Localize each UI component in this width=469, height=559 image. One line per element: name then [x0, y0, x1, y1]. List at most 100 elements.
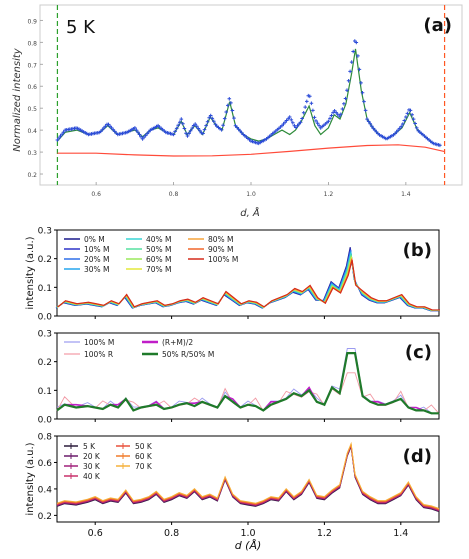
ytick-label: 0.2 — [27, 172, 37, 179]
panel-c: (c) 0.0 0.1 0.2 0.3 100% M 100% R (R+M)/2 50% … — [38, 330, 440, 426]
observed-point — [351, 49, 355, 54]
observed-point — [401, 122, 405, 126]
observed-point — [222, 116, 227, 121]
legend-label: 20% M — [84, 255, 110, 264]
ytick-label: 0.1 — [38, 284, 52, 294]
observed-point — [309, 101, 314, 106]
xtick-label: 1.4 — [393, 528, 408, 539]
observed-point — [207, 115, 211, 120]
legend-label: 5 K — [83, 442, 96, 451]
observed-point — [176, 123, 180, 128]
observed-point — [221, 123, 225, 127]
observed-point — [411, 117, 416, 121]
xtick-label: 0.8 — [169, 191, 179, 198]
observed-point — [185, 134, 190, 138]
panel-b-label: (b) — [403, 240, 432, 261]
xtick-label: 0.8 — [164, 528, 179, 539]
panel-a: 5 K (a) Normalized intensity d, Å 0.2 0.3… — [12, 4, 463, 219]
observed-point — [356, 54, 360, 58]
observed-point — [405, 111, 410, 116]
observed-point — [188, 129, 193, 133]
ytick-label: 0.8 — [27, 40, 37, 47]
observed-point — [229, 101, 233, 105]
xtick-label: 1.2 — [317, 528, 332, 539]
observed-point — [413, 121, 417, 126]
observed-point — [326, 119, 331, 124]
observed-point — [134, 128, 139, 132]
observed-point — [187, 131, 191, 136]
legend-label: 0% M — [84, 235, 105, 244]
ytick-label: 0.2 — [38, 255, 52, 265]
observed-point — [219, 128, 224, 132]
observed-point — [348, 69, 352, 74]
observed-point — [193, 122, 197, 126]
observed-point — [55, 138, 60, 142]
observed-point — [339, 112, 343, 117]
observed-point — [305, 99, 309, 104]
panel-b: (b) intensity (a.u.) 0.00.10.20.3 0% M10… — [25, 227, 440, 323]
observed-point — [365, 117, 369, 121]
panel-d: (d) intensity (a.u.) d (Å) 0.20.40.60.80… — [25, 433, 440, 552]
observed-point — [345, 88, 349, 92]
observed-point — [317, 123, 321, 128]
observed-point — [343, 96, 348, 101]
observed-point — [300, 116, 304, 121]
xtick-label: 0.6 — [88, 528, 103, 539]
legend-label: 30% M — [84, 265, 110, 274]
observed-point — [230, 108, 235, 113]
observed-point — [174, 126, 179, 131]
ytick-label: 0.2 — [38, 512, 52, 522]
panel-c-ticks: 0.0 0.1 0.2 0.3 — [38, 330, 402, 426]
observed-point — [362, 99, 366, 104]
observed-point — [181, 122, 185, 126]
observed-point — [182, 126, 187, 131]
ytick-label: 0.1 — [38, 387, 52, 397]
observed-point — [308, 94, 312, 99]
observed-point — [227, 97, 232, 101]
observed-point — [360, 91, 365, 95]
panel-d-plot — [56, 441, 440, 513]
observed-point — [303, 105, 307, 109]
observed-point — [171, 132, 176, 137]
observed-point — [133, 126, 137, 130]
observed-point — [178, 120, 182, 124]
observed-point — [205, 119, 210, 124]
ytick-label: 0.3 — [38, 330, 52, 340]
observed-point — [137, 132, 142, 137]
legend-label: 50% M — [146, 245, 172, 254]
observed-point — [202, 127, 207, 132]
panel-c-legend: 100% M 100% R (R+M)/2 50% R/50% M — [64, 338, 214, 359]
xtick-label: 1.0 — [240, 528, 255, 539]
observed-point — [363, 108, 368, 113]
ytick-label: 0.6 — [38, 459, 53, 469]
panel-b-plot — [55, 247, 440, 312]
legend-label: 60% M — [146, 255, 172, 264]
xtick-label: 1.0 — [246, 191, 256, 198]
panel-a-ticks: 0.2 0.3 0.4 0.5 0.6 0.7 0.8 0.9 0.6 0.8 1.0 1.2 1.4 — [27, 18, 410, 198]
ytick-label: 0.8 — [38, 433, 53, 443]
observed-point — [204, 123, 208, 128]
observed-point — [198, 128, 202, 133]
observed-point — [408, 108, 413, 113]
observed-point — [184, 131, 188, 135]
observed-point — [410, 113, 414, 117]
observed-point — [404, 115, 408, 119]
ytick-label: 0.2 — [38, 358, 52, 368]
observed-point — [196, 126, 201, 131]
observed-point — [311, 108, 315, 113]
observed-point — [314, 119, 318, 123]
observed-point — [342, 102, 346, 106]
legend-label: 100% M — [84, 338, 114, 347]
observed-point — [287, 115, 292, 119]
panel-d-xlabel: d (Å) — [235, 539, 262, 552]
observed-point — [368, 122, 372, 126]
observed-point — [340, 107, 345, 111]
observed-point — [57, 136, 61, 140]
observed-point — [195, 124, 199, 129]
observed-point — [179, 117, 184, 121]
observed-point — [61, 130, 66, 134]
observed-point — [312, 115, 317, 120]
legend-label: 80% M — [208, 235, 234, 244]
ytick-label: 0.6 — [27, 84, 37, 91]
